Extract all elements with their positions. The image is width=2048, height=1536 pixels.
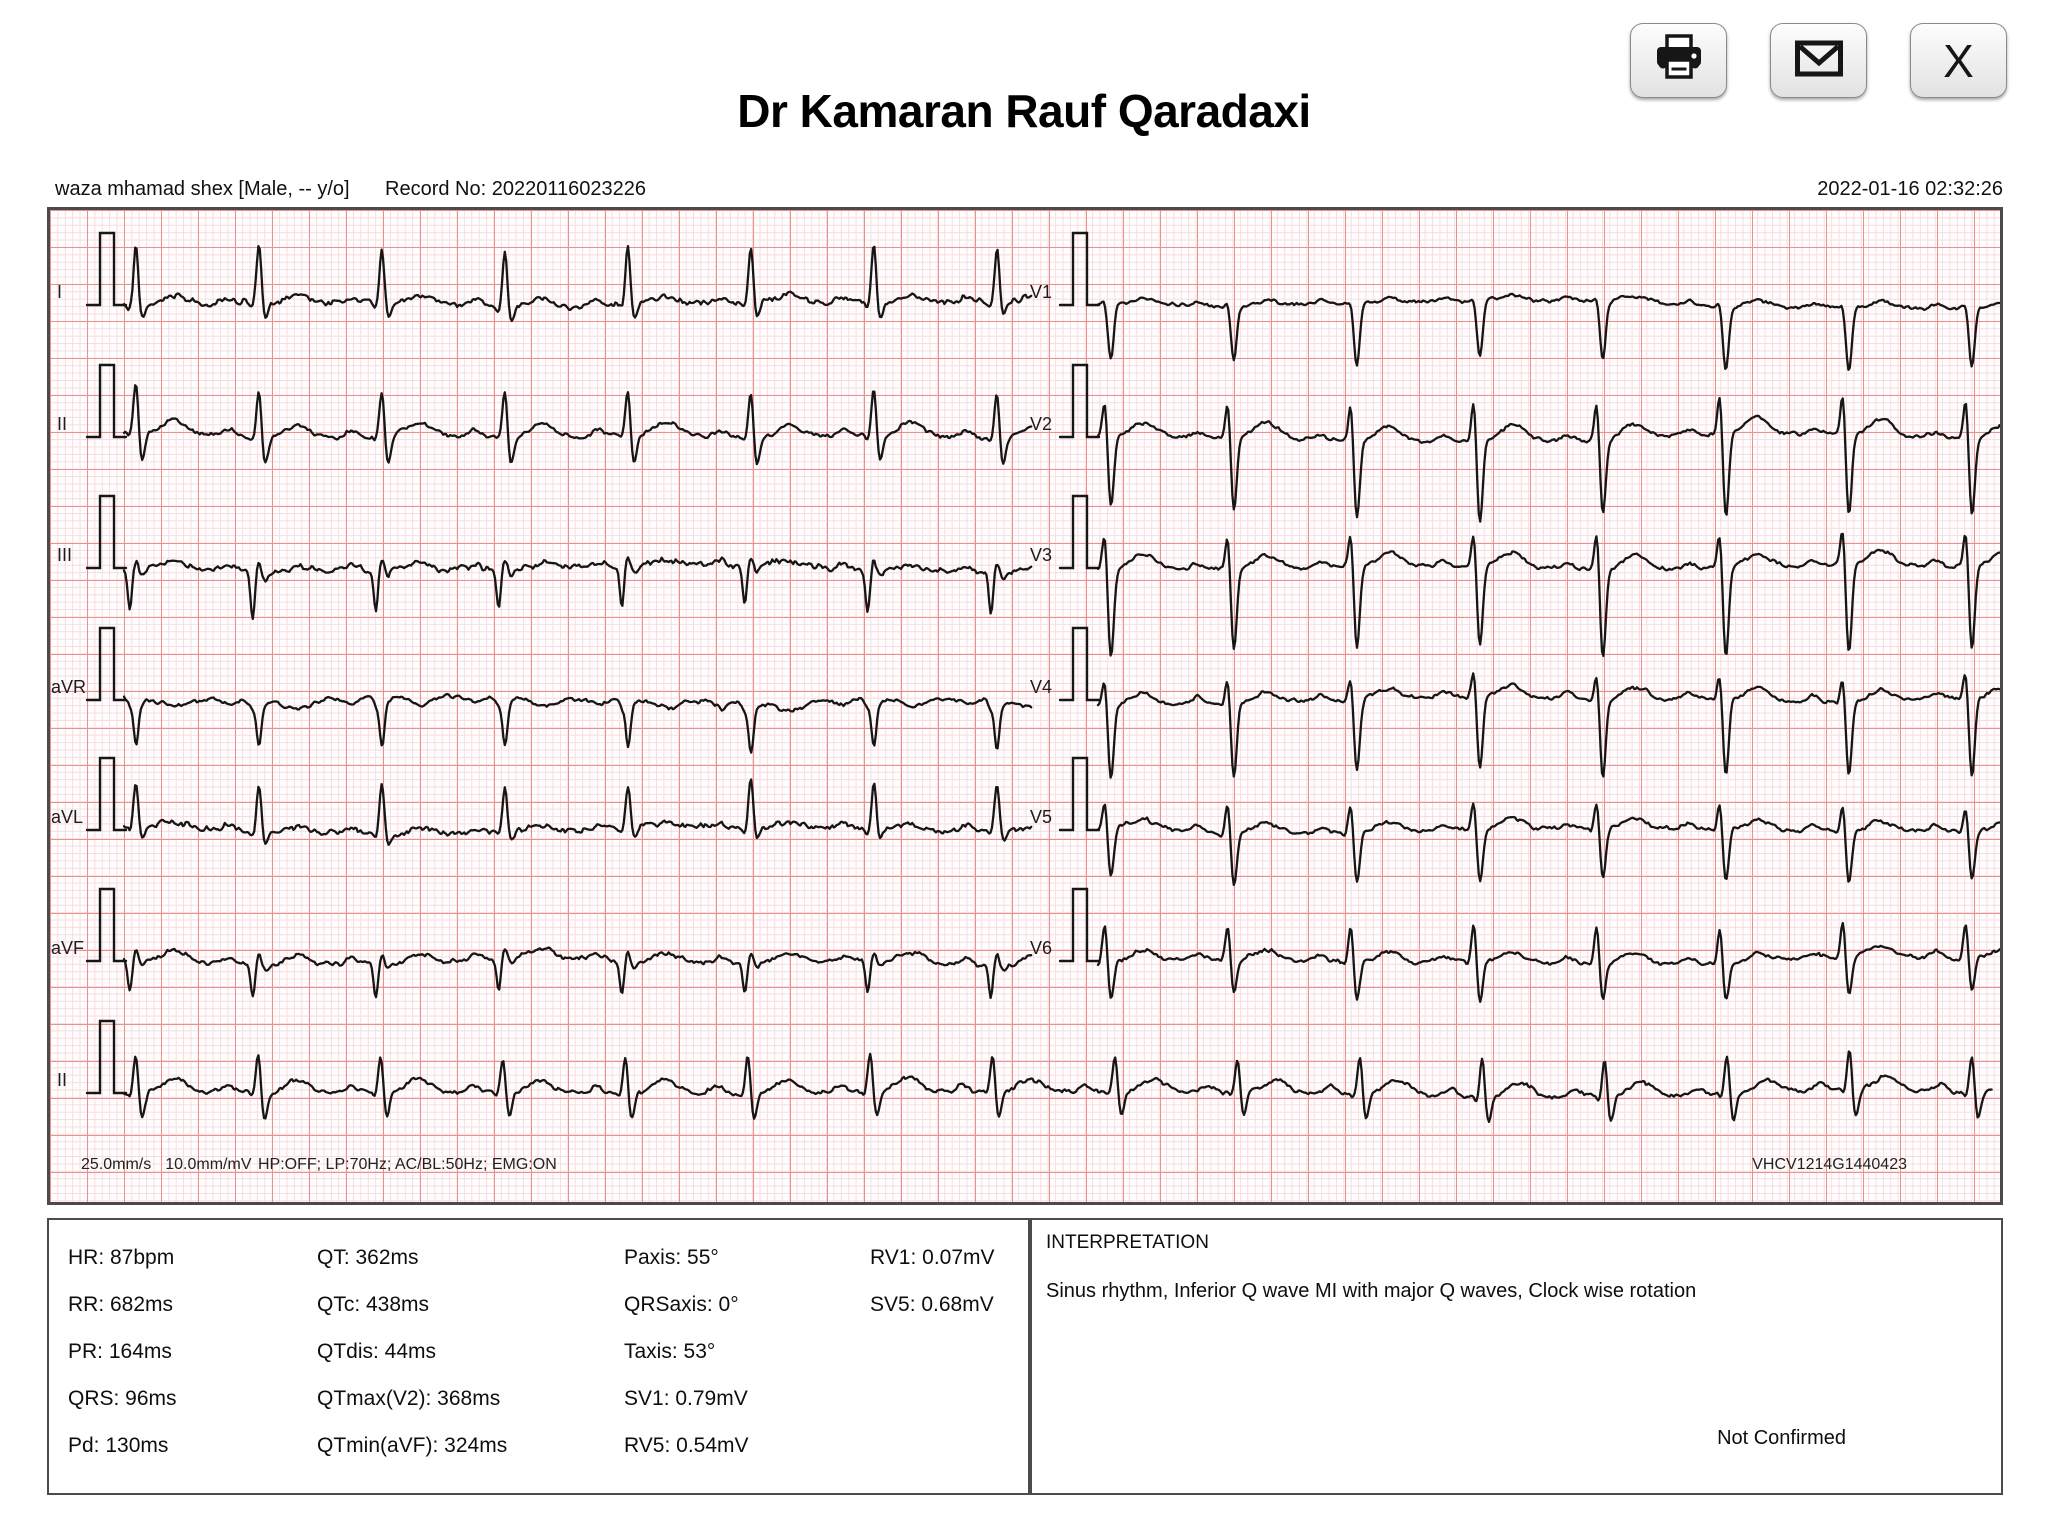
print-button[interactable]: [1630, 23, 1727, 98]
device-code: VHCV1214G1440423: [1752, 1156, 1907, 1173]
measurements-panel: HR: 87bpm RR: 682ms PR: 164ms QRS: 96ms …: [47, 1218, 1030, 1495]
measurement-paxis: Paxis: 55°: [624, 1246, 719, 1269]
measurement-sv5: SV5: 0.68mV: [870, 1293, 994, 1316]
page-title: Dr Kamaran Rauf Qaradaxi: [737, 85, 1311, 137]
lead-label-iii: III: [57, 545, 73, 565]
lead-label-avf: aVF: [51, 938, 85, 958]
lead-label-v1: V1: [1030, 282, 1053, 302]
close-button[interactable]: X: [1910, 23, 2007, 98]
interpretation-title: INTERPRETATION: [1046, 1232, 1209, 1253]
lead-label-v6: V6: [1030, 938, 1053, 958]
lead-label-avr: aVR: [51, 677, 87, 697]
measurement-qtmax: QTmax(V2): 368ms: [317, 1387, 501, 1410]
lead-label-v3: V3: [1030, 545, 1053, 565]
measurement-rv5: RV5: 0.54mV: [624, 1434, 749, 1457]
measurement-rv1: RV1: 0.07mV: [870, 1246, 995, 1269]
envelope-icon: [1793, 35, 1845, 86]
interpretation-text: Sinus rhythm, Inferior Q wave MI with ma…: [1046, 1280, 1697, 1302]
measurement-rr: RR: 682ms: [68, 1293, 174, 1316]
measurement-qrs: QRS: 96ms: [68, 1387, 177, 1410]
lead-label-v2: V2: [1030, 414, 1053, 434]
lead-label-rhythm-ii: II: [57, 1070, 68, 1090]
measurement-qtc: QTc: 438ms: [317, 1293, 430, 1316]
measurement-hr: HR: 87bpm: [68, 1246, 175, 1269]
measurement-taxis: Taxis: 53°: [624, 1340, 716, 1363]
ecg-panel: I II III aVR aVL aVF II V1 V2 V3 V4 V5 V…: [47, 207, 2003, 1205]
measurement-qrsaxis: QRSaxis: 0°: [624, 1293, 739, 1316]
measurement-pd: Pd: 130ms: [68, 1434, 169, 1457]
patient-info: waza mhamad shex [Male, -- y/o]: [55, 178, 350, 200]
interpretation-panel: INTERPRETATION Sinus rhythm, Inferior Q …: [1030, 1218, 2003, 1495]
lead-label-i: I: [57, 282, 63, 302]
lead-label-avl: aVL: [51, 807, 84, 827]
record-info-row: waza mhamad shex [Male, -- y/o] Record N…: [0, 178, 2048, 204]
gain: 10.0mm/mV: [165, 1156, 252, 1173]
lead-label-v5: V5: [1030, 807, 1053, 827]
record-number: Record No: 20220116023226: [385, 178, 646, 200]
ecg-traces: [85, 231, 2000, 1123]
printer-icon: [1652, 31, 1706, 90]
measurement-sv1: SV1: 0.79mV: [624, 1387, 748, 1410]
confirmation-status: Not Confirmed: [1717, 1427, 1846, 1449]
lead-label-v4: V4: [1030, 677, 1053, 697]
paper-speed: 25.0mm/s: [81, 1156, 152, 1173]
measurement-qtdis: QTdis: 44ms: [317, 1340, 437, 1363]
close-x-label: X: [1943, 34, 1974, 87]
ecg-settings-text: 25.0mm/s 10.0mm/mV: [81, 1156, 252, 1174]
measurement-qt: QT: 362ms: [317, 1246, 419, 1269]
measurement-pr: PR: 164ms: [68, 1340, 172, 1363]
record-timestamp: 2022-01-16 02:32:26: [1817, 178, 2003, 200]
filter-settings-text: HP:OFF; LP:70Hz; AC/BL:50Hz; EMG:ON: [258, 1156, 557, 1173]
email-button[interactable]: [1770, 23, 1867, 98]
measurement-qtmin: QTmin(aVF): 324ms: [317, 1434, 508, 1457]
lead-label-ii: II: [57, 414, 68, 434]
